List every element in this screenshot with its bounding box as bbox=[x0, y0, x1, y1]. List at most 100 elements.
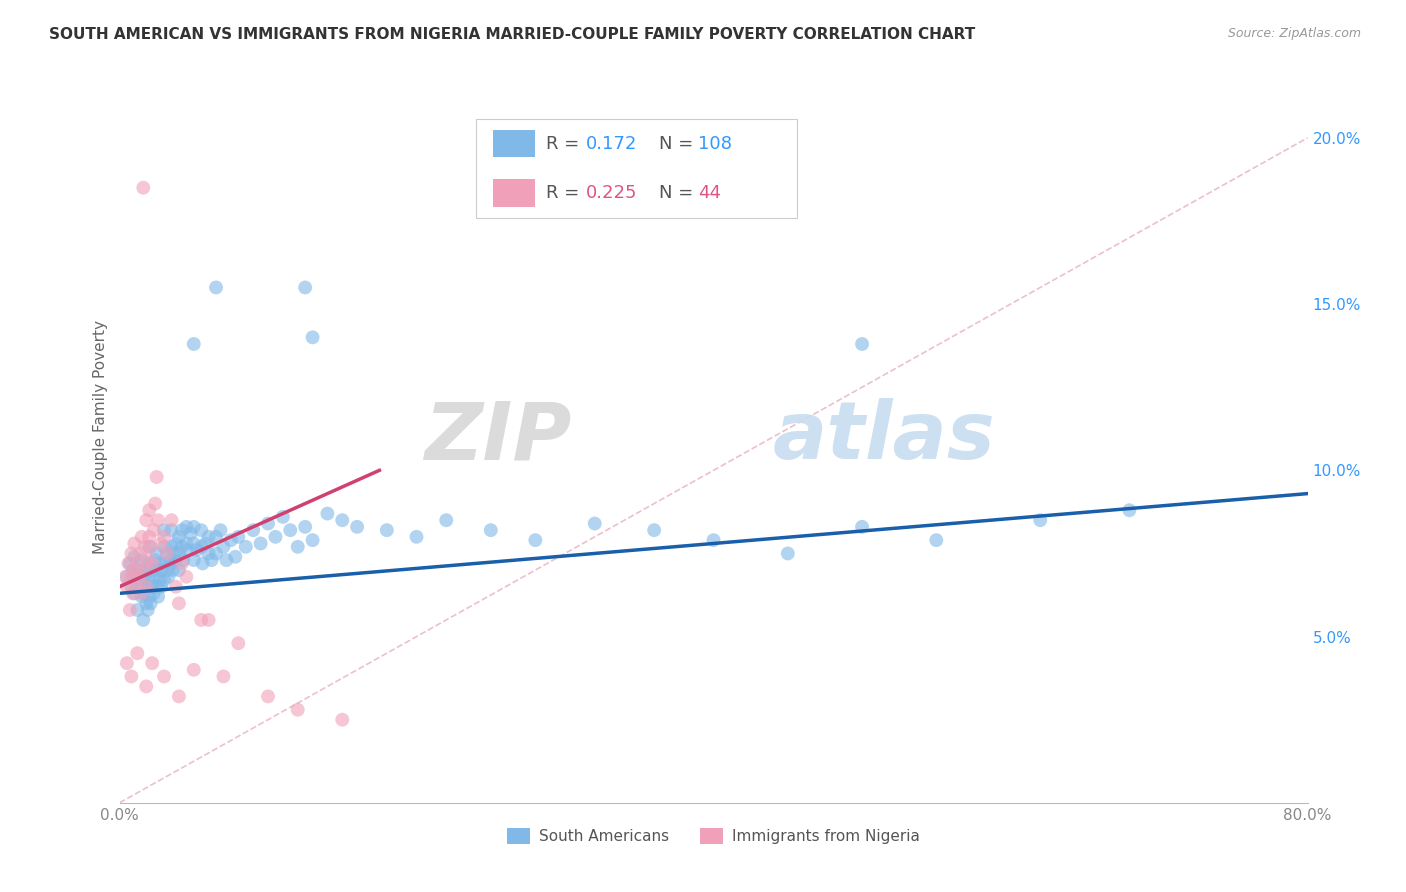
Point bbox=[183, 553, 205, 567]
Point bbox=[1029, 513, 1052, 527]
Point bbox=[127, 646, 149, 660]
Point bbox=[224, 549, 246, 564]
Point bbox=[138, 530, 160, 544]
Point bbox=[209, 523, 232, 537]
Point bbox=[287, 703, 309, 717]
Point bbox=[186, 543, 208, 558]
Point bbox=[141, 563, 163, 577]
Text: 108: 108 bbox=[699, 135, 733, 153]
Point bbox=[851, 520, 873, 534]
Point bbox=[122, 563, 145, 577]
Point bbox=[583, 516, 606, 531]
Point bbox=[145, 470, 167, 484]
Text: Source: ZipAtlas.com: Source: ZipAtlas.com bbox=[1227, 27, 1361, 40]
Point bbox=[145, 563, 167, 577]
Point bbox=[149, 557, 172, 571]
Point bbox=[128, 563, 150, 577]
Point bbox=[165, 580, 187, 594]
Point bbox=[125, 580, 148, 594]
Point bbox=[124, 536, 146, 550]
Point bbox=[115, 656, 138, 670]
Point bbox=[156, 563, 179, 577]
Point bbox=[160, 513, 183, 527]
Point bbox=[183, 536, 205, 550]
Point bbox=[117, 557, 139, 571]
Point bbox=[301, 330, 323, 344]
Point bbox=[146, 590, 169, 604]
Point bbox=[141, 656, 163, 670]
Point bbox=[160, 523, 183, 537]
Point bbox=[242, 523, 264, 537]
Point bbox=[170, 540, 193, 554]
Point bbox=[176, 536, 198, 550]
Point bbox=[167, 690, 190, 704]
Point bbox=[190, 540, 212, 554]
Text: R =: R = bbox=[547, 184, 585, 202]
Point bbox=[271, 509, 294, 524]
Point bbox=[228, 636, 250, 650]
Point bbox=[278, 523, 301, 537]
Point bbox=[316, 507, 339, 521]
Point bbox=[153, 523, 176, 537]
Point bbox=[115, 570, 138, 584]
Point bbox=[160, 540, 183, 554]
Point bbox=[190, 613, 212, 627]
Point bbox=[142, 523, 165, 537]
Point bbox=[135, 563, 157, 577]
Point bbox=[128, 570, 150, 584]
Y-axis label: Married-Couple Family Poverty: Married-Couple Family Poverty bbox=[93, 320, 108, 554]
Point bbox=[524, 533, 547, 548]
Text: 44: 44 bbox=[699, 184, 721, 202]
Point bbox=[925, 533, 948, 548]
Point bbox=[124, 549, 146, 564]
Point bbox=[146, 513, 169, 527]
Legend: South Americans, Immigrants from Nigeria: South Americans, Immigrants from Nigeria bbox=[501, 822, 927, 850]
Point bbox=[138, 573, 160, 587]
Point bbox=[132, 563, 155, 577]
Point bbox=[150, 563, 173, 577]
Point bbox=[212, 540, 235, 554]
Point bbox=[703, 533, 725, 548]
Point bbox=[165, 553, 187, 567]
Text: atlas: atlas bbox=[773, 398, 995, 476]
Point bbox=[124, 570, 146, 584]
Point bbox=[257, 516, 280, 531]
Point bbox=[131, 573, 153, 587]
Point bbox=[294, 280, 316, 294]
Point bbox=[153, 573, 176, 587]
Point bbox=[132, 586, 155, 600]
Point bbox=[160, 557, 183, 571]
Point bbox=[134, 540, 156, 554]
Point bbox=[139, 540, 162, 554]
Point bbox=[851, 337, 873, 351]
Point bbox=[156, 546, 179, 560]
Point bbox=[162, 563, 184, 577]
Point bbox=[136, 603, 159, 617]
Point bbox=[139, 596, 162, 610]
Text: SOUTH AMERICAN VS IMMIGRANTS FROM NIGERIA MARRIED-COUPLE FAMILY POVERTY CORRELAT: SOUTH AMERICAN VS IMMIGRANTS FROM NIGERI… bbox=[49, 27, 976, 42]
Point bbox=[135, 596, 157, 610]
Point bbox=[167, 530, 190, 544]
Point bbox=[264, 530, 287, 544]
Point bbox=[135, 580, 157, 594]
Point bbox=[124, 563, 146, 577]
Point bbox=[131, 553, 153, 567]
Point bbox=[153, 540, 176, 554]
Point bbox=[180, 526, 202, 541]
Point bbox=[120, 570, 142, 584]
Point bbox=[190, 523, 212, 537]
Point bbox=[191, 557, 214, 571]
Point bbox=[330, 713, 353, 727]
Point bbox=[135, 580, 157, 594]
Point bbox=[132, 613, 155, 627]
Point bbox=[153, 530, 176, 544]
Point bbox=[138, 557, 160, 571]
Point bbox=[157, 570, 180, 584]
Point bbox=[330, 513, 353, 527]
Point bbox=[114, 570, 136, 584]
Point bbox=[163, 546, 186, 560]
Point bbox=[138, 540, 160, 554]
Text: N =: N = bbox=[658, 135, 699, 153]
Point bbox=[131, 586, 153, 600]
Point bbox=[294, 520, 316, 534]
